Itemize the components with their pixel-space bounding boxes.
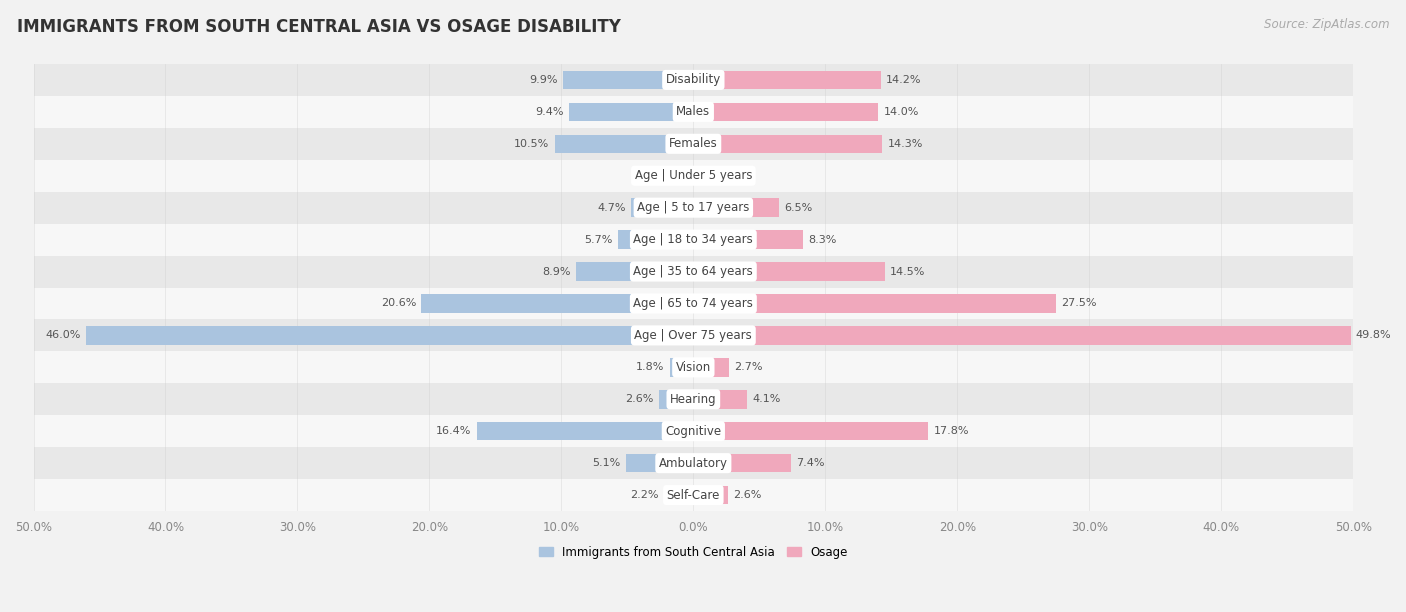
Text: 2.7%: 2.7% bbox=[734, 362, 763, 372]
Text: 9.9%: 9.9% bbox=[529, 75, 557, 85]
Bar bbox=[659, 390, 693, 409]
Bar bbox=[569, 103, 693, 121]
Text: 4.7%: 4.7% bbox=[598, 203, 626, 212]
Bar bbox=[34, 192, 1353, 223]
Bar bbox=[34, 256, 1353, 288]
Text: 5.7%: 5.7% bbox=[585, 234, 613, 245]
Bar bbox=[626, 454, 693, 472]
Text: Ambulatory: Ambulatory bbox=[659, 457, 728, 469]
Bar bbox=[693, 103, 879, 121]
Bar bbox=[681, 166, 693, 185]
Text: 20.6%: 20.6% bbox=[381, 299, 416, 308]
Text: Hearing: Hearing bbox=[671, 393, 717, 406]
Text: 4.1%: 4.1% bbox=[752, 394, 782, 405]
Bar bbox=[34, 479, 1353, 511]
Bar bbox=[86, 326, 693, 345]
Bar bbox=[693, 166, 717, 185]
Text: Self-Care: Self-Care bbox=[666, 488, 720, 502]
Bar bbox=[34, 223, 1353, 256]
Text: 8.3%: 8.3% bbox=[808, 234, 837, 245]
Text: Vision: Vision bbox=[676, 361, 711, 374]
Bar bbox=[693, 198, 779, 217]
Bar bbox=[693, 454, 792, 472]
Text: 17.8%: 17.8% bbox=[934, 426, 969, 436]
Bar bbox=[693, 135, 882, 153]
Bar bbox=[631, 198, 693, 217]
Bar bbox=[693, 486, 728, 504]
Text: Age | Over 75 years: Age | Over 75 years bbox=[634, 329, 752, 342]
Bar bbox=[693, 230, 803, 249]
Bar bbox=[693, 390, 748, 409]
Text: Males: Males bbox=[676, 105, 710, 118]
Bar bbox=[34, 128, 1353, 160]
Text: Age | 65 to 74 years: Age | 65 to 74 years bbox=[634, 297, 754, 310]
Text: Age | 35 to 64 years: Age | 35 to 64 years bbox=[634, 265, 754, 278]
Text: 1.8%: 1.8% bbox=[636, 362, 664, 372]
Text: Age | Under 5 years: Age | Under 5 years bbox=[634, 170, 752, 182]
Bar bbox=[693, 294, 1056, 313]
Text: 14.0%: 14.0% bbox=[883, 107, 918, 117]
Legend: Immigrants from South Central Asia, Osage: Immigrants from South Central Asia, Osag… bbox=[534, 541, 852, 563]
Text: Cognitive: Cognitive bbox=[665, 425, 721, 438]
Bar bbox=[34, 447, 1353, 479]
Bar bbox=[34, 383, 1353, 415]
Bar bbox=[422, 294, 693, 313]
Bar bbox=[34, 415, 1353, 447]
Text: 2.2%: 2.2% bbox=[630, 490, 659, 500]
Text: Females: Females bbox=[669, 137, 717, 151]
Bar bbox=[555, 135, 693, 153]
Bar bbox=[34, 96, 1353, 128]
Text: 14.2%: 14.2% bbox=[886, 75, 921, 85]
Bar bbox=[34, 64, 1353, 96]
Text: Age | 5 to 17 years: Age | 5 to 17 years bbox=[637, 201, 749, 214]
Bar bbox=[693, 358, 728, 376]
Text: 5.1%: 5.1% bbox=[592, 458, 621, 468]
Bar bbox=[693, 422, 928, 441]
Text: IMMIGRANTS FROM SOUTH CENTRAL ASIA VS OSAGE DISABILITY: IMMIGRANTS FROM SOUTH CENTRAL ASIA VS OS… bbox=[17, 18, 620, 36]
Text: Source: ZipAtlas.com: Source: ZipAtlas.com bbox=[1264, 18, 1389, 31]
Bar bbox=[619, 230, 693, 249]
Text: 9.4%: 9.4% bbox=[536, 107, 564, 117]
Text: Disability: Disability bbox=[665, 73, 721, 86]
Text: 14.3%: 14.3% bbox=[887, 139, 922, 149]
Bar bbox=[669, 358, 693, 376]
Text: 6.5%: 6.5% bbox=[785, 203, 813, 212]
Bar bbox=[34, 351, 1353, 383]
Text: 7.4%: 7.4% bbox=[796, 458, 825, 468]
Text: 46.0%: 46.0% bbox=[45, 330, 82, 340]
Text: 10.5%: 10.5% bbox=[515, 139, 550, 149]
Text: 14.5%: 14.5% bbox=[890, 267, 925, 277]
Text: 49.8%: 49.8% bbox=[1355, 330, 1392, 340]
Text: 8.9%: 8.9% bbox=[543, 267, 571, 277]
Bar bbox=[477, 422, 693, 441]
Text: Age | 18 to 34 years: Age | 18 to 34 years bbox=[634, 233, 754, 246]
Text: 27.5%: 27.5% bbox=[1062, 299, 1097, 308]
Text: 16.4%: 16.4% bbox=[436, 426, 471, 436]
Bar bbox=[34, 288, 1353, 319]
Bar bbox=[664, 486, 693, 504]
Text: 1.0%: 1.0% bbox=[647, 171, 675, 181]
Text: 1.8%: 1.8% bbox=[723, 171, 751, 181]
Bar bbox=[34, 319, 1353, 351]
Bar bbox=[562, 70, 693, 89]
Text: 2.6%: 2.6% bbox=[733, 490, 761, 500]
Bar bbox=[693, 263, 884, 281]
Bar bbox=[576, 263, 693, 281]
Bar bbox=[693, 70, 880, 89]
Bar bbox=[693, 326, 1351, 345]
Text: 2.6%: 2.6% bbox=[626, 394, 654, 405]
Bar bbox=[34, 160, 1353, 192]
